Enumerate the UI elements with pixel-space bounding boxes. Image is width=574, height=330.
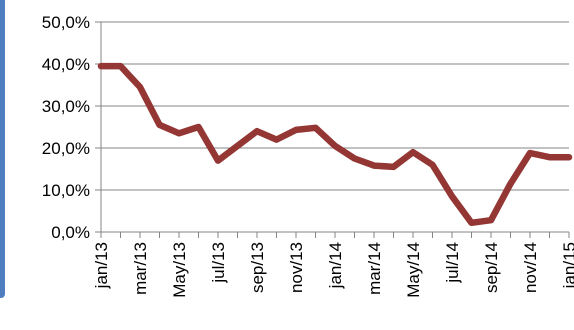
x-tick-label: mar/14 <box>365 242 384 295</box>
x-tick-label: jul/14 <box>443 242 462 284</box>
y-tick-label: 30,0% <box>42 97 90 116</box>
y-tick-label: 10,0% <box>42 181 90 200</box>
x-tick-label: sep/14 <box>482 242 501 293</box>
x-tick-label: jul/13 <box>209 242 228 284</box>
x-tick-label: jan/15 <box>560 242 574 289</box>
x-tick-label: mar/13 <box>131 242 150 295</box>
x-tick-label: nov/13 <box>287 242 306 293</box>
y-tick-label: 20,0% <box>42 139 90 158</box>
x-tick-label: sep/13 <box>248 242 267 293</box>
y-tick-label: 0,0% <box>51 223 90 242</box>
chart-frame-edge <box>0 0 5 298</box>
y-tick-label: 40,0% <box>42 55 90 74</box>
y-tick-label: 50,0% <box>42 13 90 32</box>
x-tick-label: jan/14 <box>326 242 345 289</box>
x-tick-label: May/13 <box>170 242 189 298</box>
x-tick-label: nov/14 <box>521 242 540 293</box>
x-tick-label: May/14 <box>404 242 423 298</box>
series-line-0 <box>97 62 573 227</box>
x-tick-label: jan/13 <box>92 242 111 289</box>
